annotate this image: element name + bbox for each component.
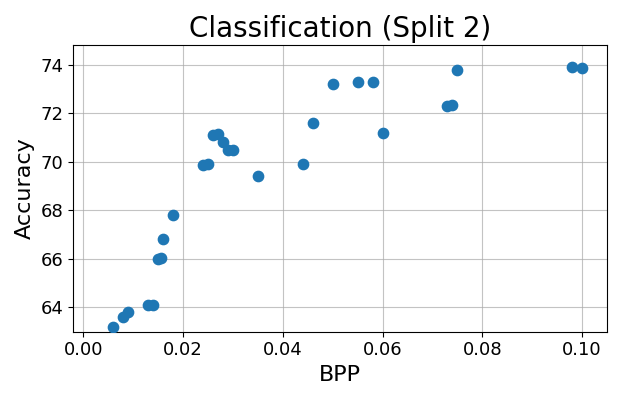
Point [368, 78, 378, 85]
Title: Classification (Split 2): Classification (Split 2) [189, 15, 491, 43]
Point [353, 78, 363, 85]
Point [118, 314, 128, 320]
Point [168, 212, 178, 218]
Point [108, 324, 118, 330]
Point [198, 162, 208, 169]
Point [223, 146, 233, 153]
Point [156, 254, 165, 261]
Point [452, 66, 462, 73]
Point [442, 103, 452, 109]
Point [577, 65, 587, 72]
X-axis label: BPP: BPP [319, 365, 361, 385]
Point [143, 302, 153, 308]
Point [153, 256, 163, 262]
Point [123, 309, 133, 316]
Point [567, 64, 577, 70]
Y-axis label: Accuracy: Accuracy [15, 138, 35, 240]
Point [253, 173, 263, 180]
Point [218, 139, 228, 146]
Point [308, 120, 318, 126]
Point [328, 81, 338, 87]
Point [148, 302, 158, 308]
Point [158, 236, 168, 243]
Point [203, 161, 213, 168]
Point [447, 102, 457, 108]
Point [213, 131, 223, 137]
Point [228, 146, 238, 153]
Point [298, 161, 308, 168]
Point [378, 130, 388, 136]
Point [208, 132, 218, 138]
